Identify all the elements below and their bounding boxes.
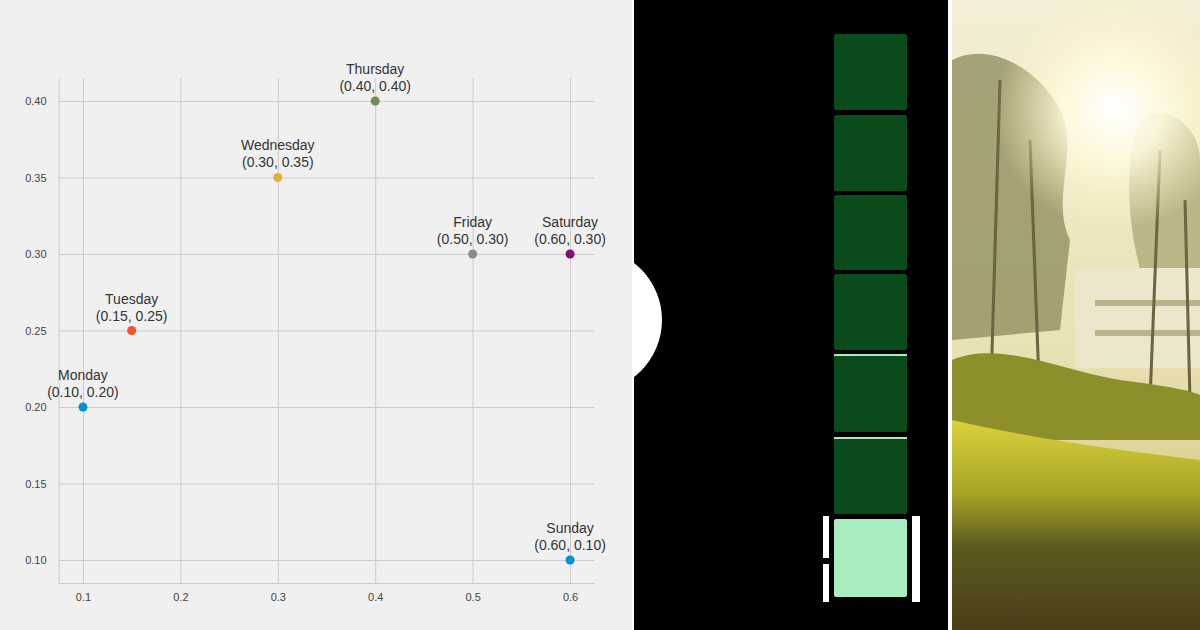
data-labels: Monday(0.10, 0.20) Tuesday(0.15, 0.25) Wed…	[47, 61, 606, 553]
tree-trunk	[1185, 200, 1190, 400]
grid-line	[59, 560, 595, 561]
grid-line	[59, 177, 595, 178]
chart-panel: 0.10.20.30.40.50.60.100.150.200.250.300.…	[0, 0, 632, 630]
point	[78, 403, 87, 412]
tick-label: 0.4	[368, 591, 383, 603]
point	[566, 249, 575, 258]
tick: 0.5	[465, 78, 480, 603]
building	[1075, 268, 1200, 368]
tick-label: 0.15	[25, 478, 46, 490]
tick: 0.30	[25, 248, 594, 260]
half-circle	[634, 248, 662, 392]
tick-label: 0.1	[76, 591, 91, 603]
data-label: (0.40, 0.40)	[339, 78, 411, 94]
tick: 0.4	[368, 78, 383, 603]
bushes	[952, 353, 1200, 440]
tick: 0.1	[76, 78, 91, 603]
x-axis: 0.1 0.2 0.3 0.4 0.5 0.6	[59, 78, 595, 603]
tick-label: 0.3	[271, 591, 286, 603]
point	[127, 326, 136, 335]
page: 0.10.20.30.40.50.60.100.150.200.250.300.…	[0, 0, 1200, 630]
tick: 0.20	[25, 401, 594, 413]
grid-line	[59, 407, 595, 408]
tick-label: 0.5	[465, 591, 480, 603]
tick: 0.2	[173, 78, 188, 603]
tick: 0.25	[25, 325, 594, 337]
active-block	[834, 519, 907, 597]
point	[273, 173, 282, 182]
block	[834, 274, 907, 350]
tick: 0.35	[25, 171, 594, 183]
block-edge	[834, 437, 907, 439]
tick: 0.10	[25, 554, 594, 566]
point-name: Tuesday	[105, 291, 158, 307]
point-name: Wednesday	[241, 137, 315, 153]
point-name: Friday	[453, 214, 492, 230]
sun	[995, 0, 1200, 230]
data-label: (0.15, 0.25)	[96, 308, 168, 324]
tick-label: 0.40	[25, 95, 46, 107]
data-label: (0.30, 0.35)	[242, 154, 314, 170]
tick-label: 0.6	[563, 591, 578, 603]
tick-label: 0.25	[25, 325, 46, 337]
data-label: (0.60, 0.10)	[534, 537, 606, 553]
axis-line	[59, 583, 595, 584]
block	[834, 115, 907, 191]
block	[834, 437, 907, 514]
tick-label: 0.35	[25, 171, 46, 183]
chart-background	[0, 0, 632, 630]
data-label: (0.10, 0.20)	[47, 384, 119, 400]
grid-line	[59, 331, 595, 332]
point	[468, 249, 477, 258]
point-name: Thursday	[346, 61, 404, 77]
bracket	[823, 564, 829, 602]
point-name: Saturday	[542, 214, 598, 230]
y-axis: 0.10 0.15 0.20 0.25 0.30 0.35 0.40	[25, 79, 594, 584]
tick-label: 0.10	[25, 554, 46, 566]
bracket	[912, 516, 920, 602]
block	[834, 34, 907, 110]
block-edge	[834, 354, 907, 356]
building-band	[1095, 300, 1200, 306]
tick-label: 0.20	[25, 401, 46, 413]
block	[834, 195, 907, 270]
photo-panel	[952, 0, 1200, 630]
grid-line	[59, 101, 595, 102]
tick: 0.40	[25, 95, 594, 107]
grid-line	[59, 484, 595, 485]
block	[834, 355, 907, 432]
data-label: (0.60, 0.30)	[534, 231, 606, 247]
tick-label: 0.30	[25, 248, 46, 260]
grid-line	[59, 254, 595, 255]
point-name: Sunday	[546, 520, 593, 536]
point-name: Monday	[58, 367, 108, 383]
point	[566, 556, 575, 565]
middle-panel	[634, 0, 948, 630]
tick-label: 0.2	[173, 591, 188, 603]
tick: 0.15	[25, 478, 594, 490]
data-label: (0.50, 0.30)	[437, 231, 509, 247]
middle-background	[634, 0, 948, 630]
ground	[952, 420, 1200, 630]
bracket	[823, 516, 829, 558]
point	[371, 96, 380, 105]
marks	[78, 96, 574, 564]
building-band	[1095, 330, 1200, 336]
